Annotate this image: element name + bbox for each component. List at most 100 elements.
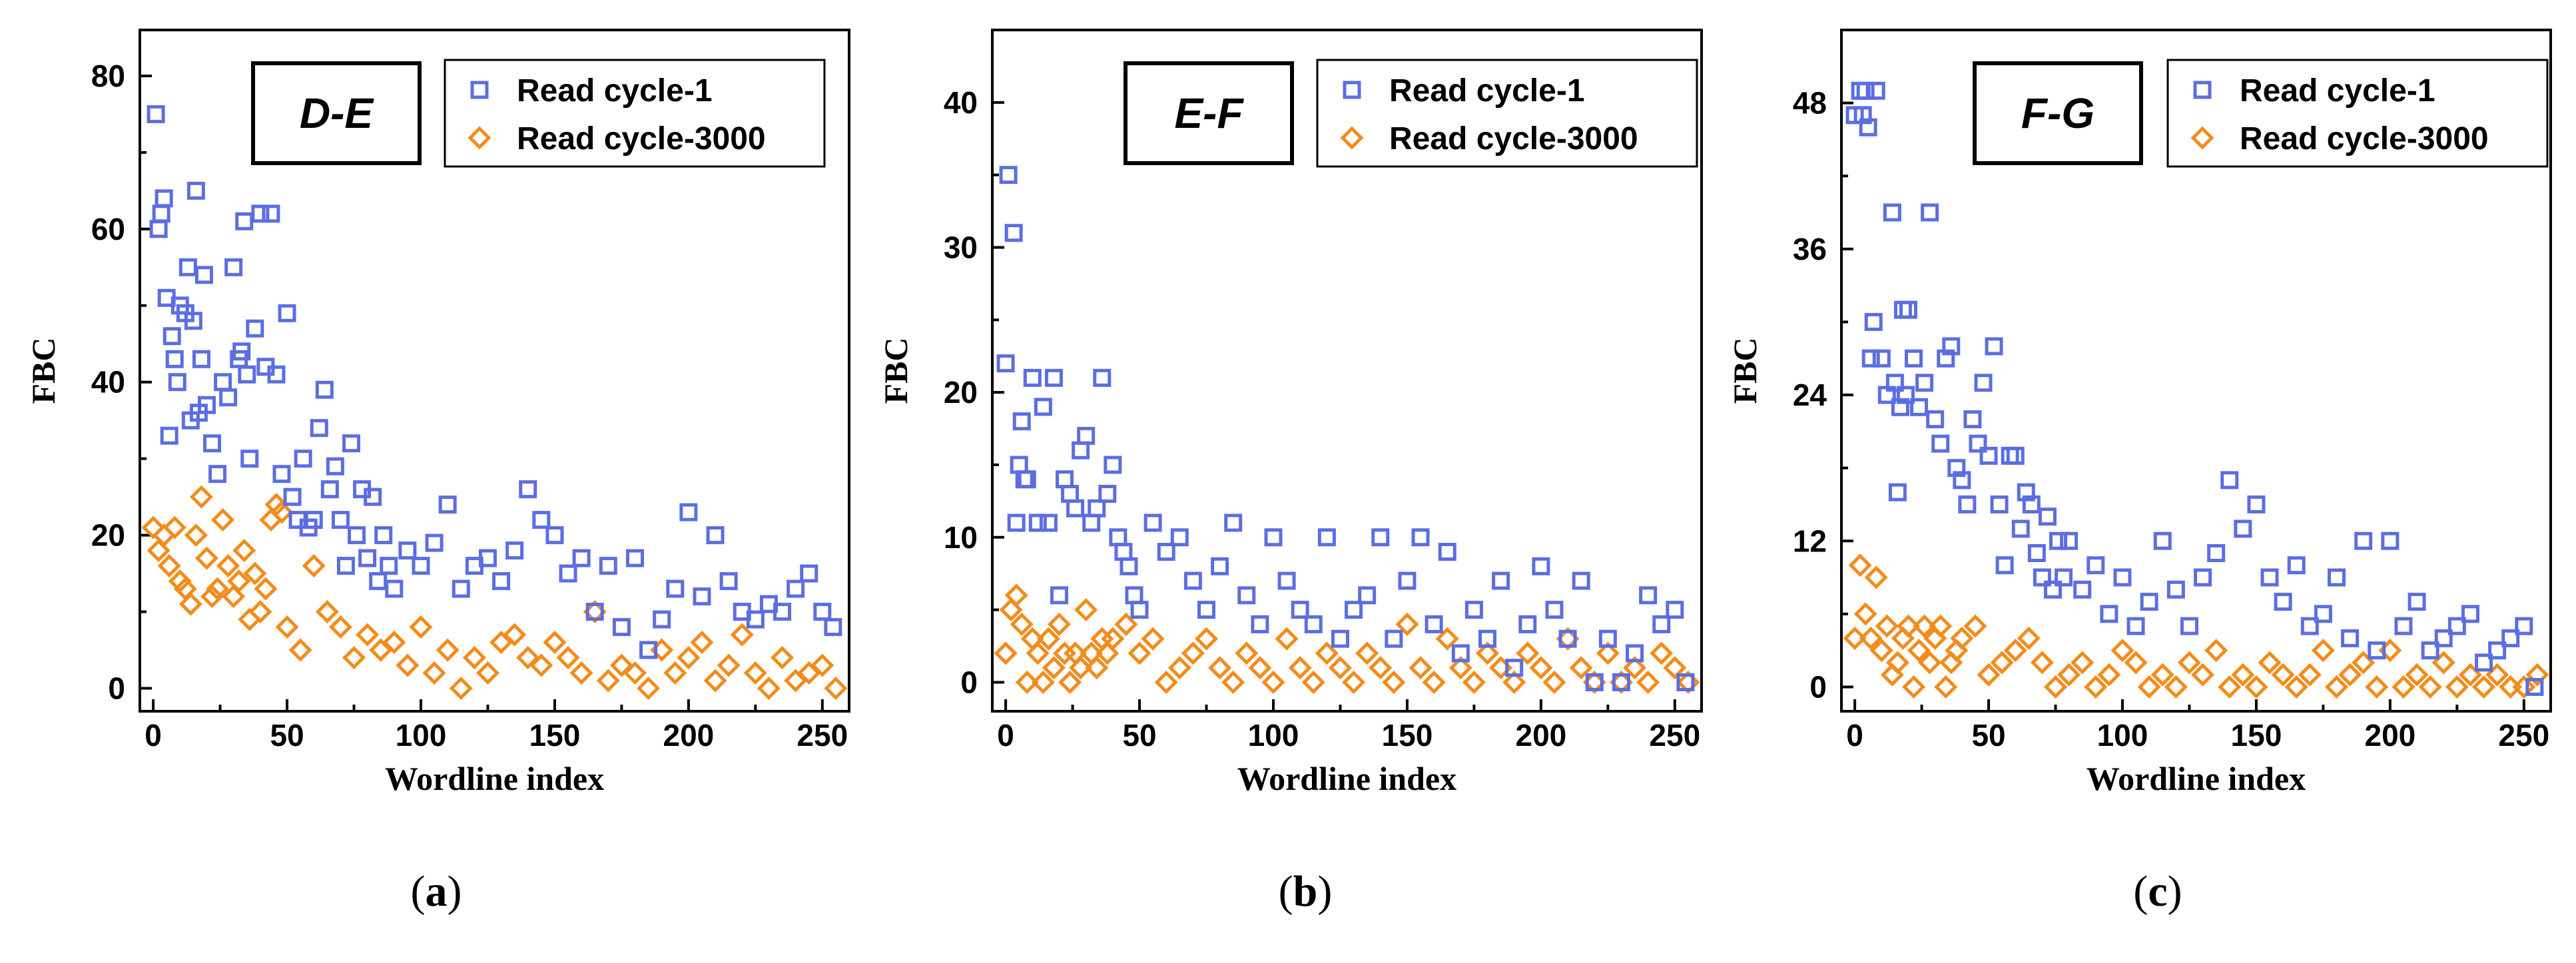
data-point-read-cycle-1: [706, 526, 725, 545]
data-point-read-cycle-3000: [1031, 670, 1055, 695]
data-point-read-cycle-1: [1183, 571, 1202, 590]
data-point-read-cycle-1: [208, 465, 227, 483]
x-tick-label: 100: [1248, 718, 1299, 753]
x-tick-label: 250: [1649, 718, 1700, 753]
data-point-read-cycle-1: [2011, 519, 2030, 538]
data-point-read-cycle-3000: [2271, 663, 2295, 687]
data-point-read-cycle-1: [1676, 673, 1695, 691]
data-point-read-cycle-1: [1896, 386, 1915, 404]
data-point-read-cycle-1: [398, 541, 417, 560]
legend-label: Read cycle-3000: [2240, 121, 2489, 157]
data-point-read-cycle-1: [412, 557, 430, 575]
legend-marker: [2193, 81, 2212, 99]
data-point-read-cycle-1: [192, 350, 210, 368]
x-tick-label: 0: [145, 718, 162, 753]
data-point-read-cycle-3000: [396, 653, 420, 677]
legend-box: [444, 59, 826, 168]
data-point-read-cycle-3000: [1275, 627, 1299, 651]
data-point-read-cycle-1: [278, 304, 296, 322]
data-point-read-cycle-1: [1237, 586, 1256, 605]
data-point-read-cycle-1: [2113, 568, 2132, 587]
data-point-read-cycle-1: [1411, 528, 1430, 547]
data-point-read-cycle-1: [2394, 617, 2413, 635]
chart-panel-c: 0 50 100 150 200 250 0 12 24 36 48 Wordline index FB…: [1726, 29, 2552, 916]
data-point-read-cycle-1: [165, 350, 184, 368]
data-point-read-cycle-3000: [1885, 651, 1909, 675]
data-point-read-cycle-1: [1224, 513, 1243, 532]
data-point-read-cycle-3000: [1622, 656, 1647, 680]
data-point-read-cycle-3000: [1913, 614, 1937, 638]
data-point-read-cycle-3000: [270, 500, 294, 524]
data-point-read-cycle-3000: [2512, 675, 2536, 699]
data-point-read-cycle-3000: [2458, 663, 2482, 687]
data-point-read-cycle-3000: [1449, 656, 1472, 680]
x-tick-label: 150: [529, 718, 581, 753]
x-axis-label: Wordline index: [2087, 760, 2306, 797]
data-point-read-cycle-3000: [2124, 651, 2148, 675]
data-point-read-cycle-3000: [1382, 670, 1406, 695]
x-tick-label: 150: [1382, 718, 1433, 753]
data-point-read-cycle-3000: [1248, 656, 1272, 680]
data-point-read-cycle-1: [1012, 412, 1031, 431]
y-tick-label: 10: [944, 520, 978, 555]
data-point-read-cycle-3000: [2244, 675, 2268, 699]
data-point-read-cycle-3000: [2365, 675, 2389, 699]
data-point-read-cycle-1: [1109, 528, 1127, 547]
x-tick-label: 200: [663, 718, 714, 753]
data-point-read-cycle-1: [1885, 374, 1904, 392]
data-point-read-cycle-1: [1072, 441, 1090, 460]
data-point-read-cycle-3000: [1963, 614, 1987, 638]
data-point-read-cycle-1: [1082, 513, 1101, 532]
data-point-read-cycle-1: [1666, 601, 1684, 619]
data-point-read-cycle-1: [1056, 470, 1074, 489]
y-tick-label: 24: [1793, 378, 1827, 412]
data-point-read-cycle-1: [2247, 495, 2266, 513]
data-point-read-cycle-1: [1572, 571, 1590, 590]
data-point-read-cycle-3000: [1074, 598, 1098, 622]
data-point-read-cycle-1: [1990, 495, 2009, 513]
data-point-read-cycle-1: [2100, 605, 2118, 623]
data-point-read-cycle-1: [679, 503, 698, 521]
data-point-read-cycle-3000: [356, 623, 380, 647]
data-point-read-cycle-1: [1518, 615, 1537, 633]
data-point-read-cycle-1: [1942, 337, 1961, 356]
legend-label: Read cycle-1: [517, 73, 713, 109]
data-point-read-cycle-1: [1492, 571, 1510, 590]
data-point-read-cycle-3000: [248, 600, 272, 624]
data-point-read-cycle-1: [693, 587, 711, 606]
data-point-read-cycle-1: [1953, 471, 1971, 489]
data-point-read-cycle-1: [666, 579, 685, 598]
data-point-read-cycle-3000: [194, 546, 219, 570]
data-point-read-cycle-1: [1170, 528, 1189, 547]
data-point-read-cycle-1: [2501, 629, 2520, 647]
data-point-read-cycle-3000: [1435, 627, 1459, 651]
data-point-read-cycle-3000: [1516, 641, 1540, 665]
data-point-read-cycle-1: [246, 319, 264, 338]
data-point-read-cycle-3000: [1650, 641, 1674, 665]
data-point-read-cycle-3000: [2137, 675, 2161, 699]
data-point-read-cycle-1: [2234, 519, 2252, 538]
data-point-read-cycle-1: [425, 533, 444, 552]
data-point-read-cycle-3000: [211, 508, 235, 532]
x-tick-label: 200: [2364, 718, 2415, 753]
data-point-read-cycle-1: [2038, 507, 2057, 526]
data-point-read-cycle-1: [612, 618, 631, 637]
data-point-read-cycle-3000: [556, 646, 580, 670]
y-tick-label: 40: [91, 365, 125, 400]
data-point-read-cycle-1: [194, 266, 213, 284]
data-point-read-cycle-3000: [1529, 656, 1553, 680]
data-point-read-cycle-1: [1864, 312, 1883, 331]
data-point-read-cycle-1: [1023, 368, 1042, 387]
y-tick-label: 12: [1793, 523, 1827, 558]
panel-caption: (a): [411, 867, 462, 916]
data-point-read-cycle-3000: [1167, 656, 1191, 680]
data-point-read-cycle-1: [1464, 601, 1483, 619]
data-point-read-cycle-3000: [757, 676, 781, 701]
data-point-read-cycle-3000: [1047, 612, 1072, 636]
data-point-read-cycle-1: [2207, 544, 2226, 563]
data-point-read-cycle-1: [1331, 629, 1349, 648]
data-point-read-cycle-1: [1926, 410, 1945, 429]
data-point-read-cycle-3000: [677, 646, 701, 670]
data-point-read-cycle-1: [2368, 641, 2386, 660]
data-point-read-cycle-3000: [2324, 675, 2349, 699]
